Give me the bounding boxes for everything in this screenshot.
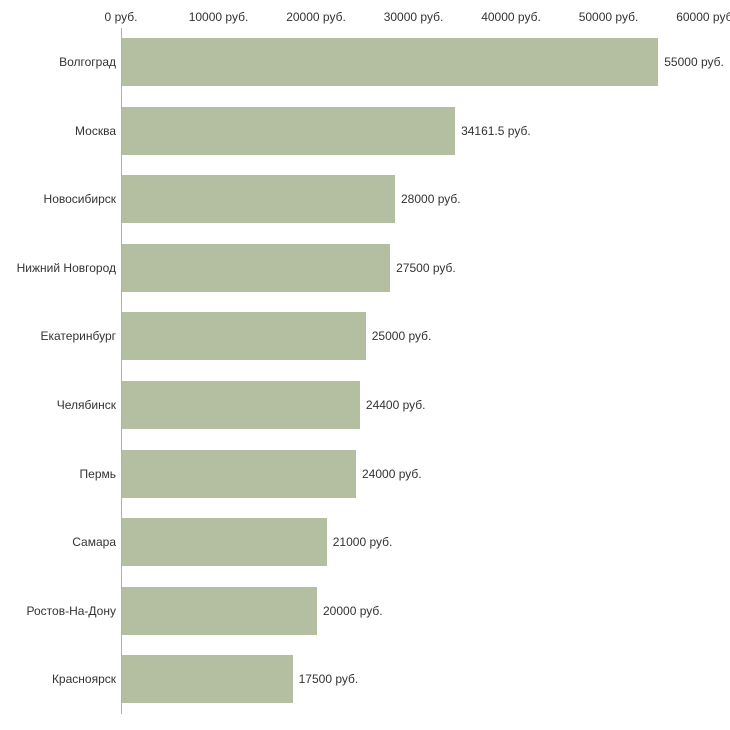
bar	[122, 175, 395, 224]
x-tick-label: 50000 руб.	[578, 10, 639, 24]
category-label: Красноярск	[51, 672, 116, 687]
bar-row: Новосибирск 28000 руб.	[44, 165, 722, 234]
category-label: Самара	[72, 535, 116, 550]
bar-row: Ростов-На-Дону 20000 руб.	[27, 577, 722, 646]
category-label: Пермь	[79, 466, 116, 481]
x-tick-label: 10000 руб.	[188, 10, 249, 24]
category-label: Ростов-На-Дону	[26, 603, 116, 618]
bar	[122, 586, 317, 635]
bar	[122, 449, 356, 498]
value-label: 21000 руб.	[332, 535, 393, 550]
bar-row: Нижний Новгород 27500 руб.	[17, 234, 722, 303]
value-label: 27500 руб.	[396, 260, 456, 275]
bar-row: Пермь 24000 руб.	[80, 440, 722, 509]
plot-area: Волгоград 55000 руб. Москва 34161.5 руб. Нов…	[17, 28, 724, 714]
value-label: 28000 руб.	[401, 192, 461, 207]
value-label: 34161.5 руб.	[461, 123, 531, 138]
value-label: 55000 руб.	[664, 55, 724, 69]
bar	[122, 243, 391, 292]
bar	[122, 106, 456, 155]
value-label: 24400 руб.	[365, 397, 426, 412]
value-label: 20000 руб.	[323, 603, 383, 618]
category-label: Москва	[75, 123, 116, 138]
category-label: Волгоград	[59, 55, 116, 69]
category-label: Екатеринбург	[40, 329, 117, 344]
bar-row: Москва 34161.5 руб.	[75, 97, 722, 166]
x-tick-label: 20000 руб.	[286, 10, 346, 24]
bar-row: Самара 21000 руб.	[72, 508, 722, 577]
bar-row: Челябинск 24400 руб.	[57, 371, 722, 440]
x-tick-label: 60000 руб.	[676, 10, 730, 24]
value-label: 17500 руб.	[298, 672, 359, 687]
x-tick-label: 40000 руб.	[481, 10, 541, 24]
bar-row: Волгоград 55000 руб.	[59, 28, 724, 97]
bar	[122, 380, 360, 429]
value-label: 24000 руб.	[362, 466, 422, 481]
bar-row: Екатеринбург 25000 руб.	[41, 302, 722, 371]
bar	[122, 655, 293, 704]
category-label: Нижний Новгород	[16, 260, 116, 275]
category-label: Новосибирск	[43, 192, 116, 207]
value-label: 25000 руб.	[371, 329, 432, 344]
bar-row: Красноярск 17500 руб.	[52, 645, 722, 714]
bar	[122, 518, 327, 567]
bar	[122, 312, 366, 361]
category-label: Челябинск	[56, 397, 116, 412]
bar	[122, 38, 659, 86]
x-axis: 0 руб. 10000 руб. 20000 руб. 30000 руб. 4000…	[0, 10, 730, 26]
x-tick-label: 30000 руб.	[383, 10, 444, 24]
x-tick-label: 0 руб.	[104, 10, 138, 24]
